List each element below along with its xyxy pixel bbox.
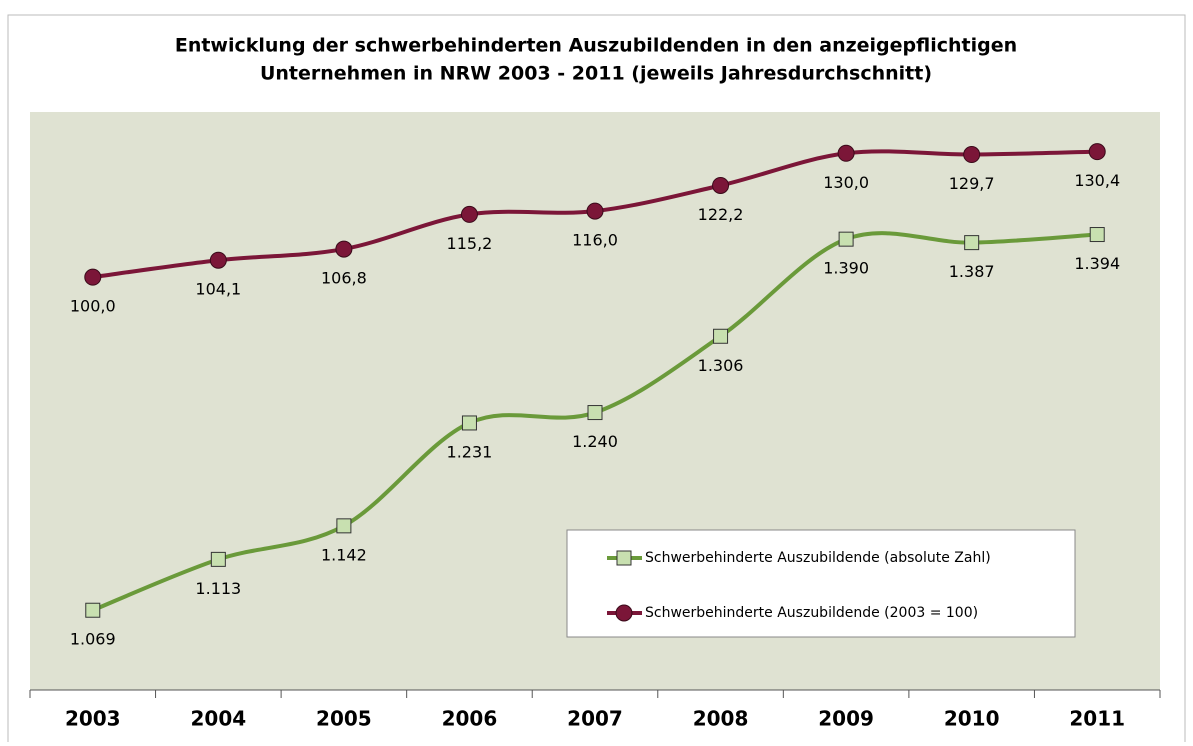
x-tick-label: 2003 <box>65 707 121 731</box>
marker <box>460 205 478 223</box>
data-label: 1.231 <box>447 442 493 461</box>
data-label: 100,0 <box>70 297 116 316</box>
marker <box>210 551 226 567</box>
marker <box>85 602 101 618</box>
data-label: 1.394 <box>1074 254 1120 273</box>
marker <box>1089 227 1105 243</box>
data-label: 129,7 <box>949 174 995 193</box>
marker <box>586 202 604 220</box>
marker <box>616 550 632 566</box>
marker <box>209 251 227 269</box>
legend-label: Schwerbehinderte Auszubildende (2003 = 1… <box>645 605 978 621</box>
marker <box>837 144 855 162</box>
x-tick-label: 2004 <box>190 707 246 731</box>
chart-title: Unternehmen in NRW 2003 - 2011 (jeweils … <box>260 63 932 85</box>
marker <box>963 146 981 164</box>
x-tick-label: 2008 <box>693 707 749 731</box>
marker <box>461 415 477 431</box>
data-label: 1.142 <box>321 545 367 564</box>
marker <box>713 328 729 344</box>
marker <box>615 604 633 622</box>
data-label: 1.240 <box>572 432 618 451</box>
marker <box>84 268 102 286</box>
data-label: 130,0 <box>823 173 869 192</box>
data-label: 106,8 <box>321 269 367 288</box>
data-label: 115,2 <box>447 234 493 253</box>
x-tick-label: 2006 <box>442 707 498 731</box>
x-tick-label: 2009 <box>818 707 874 731</box>
data-label: 1.306 <box>698 356 744 375</box>
marker <box>336 518 352 534</box>
data-label: 1.113 <box>195 579 241 598</box>
x-tick-label: 2005 <box>316 707 372 731</box>
x-tick-label: 2007 <box>567 707 623 731</box>
data-label: 1.069 <box>70 630 116 649</box>
marker <box>335 240 353 258</box>
marker <box>712 176 730 194</box>
data-label: 116,0 <box>572 231 618 250</box>
legend <box>566 529 1076 638</box>
marker <box>838 231 854 247</box>
x-tick-label: 2010 <box>944 707 1000 731</box>
chart-title: Entwicklung der schwerbehinderten Auszub… <box>175 35 1017 57</box>
data-label: 1.390 <box>823 259 869 278</box>
data-label: 104,1 <box>195 280 241 299</box>
data-label: 122,2 <box>698 205 744 224</box>
marker <box>964 235 980 251</box>
marker <box>1088 143 1106 161</box>
x-tick-label: 2011 <box>1069 707 1125 731</box>
data-label: 130,4 <box>1074 171 1120 190</box>
legend-label: Schwerbehinderte Auszubildende (absolute… <box>645 550 991 566</box>
marker <box>587 405 603 421</box>
data-label: 1.387 <box>949 262 995 281</box>
